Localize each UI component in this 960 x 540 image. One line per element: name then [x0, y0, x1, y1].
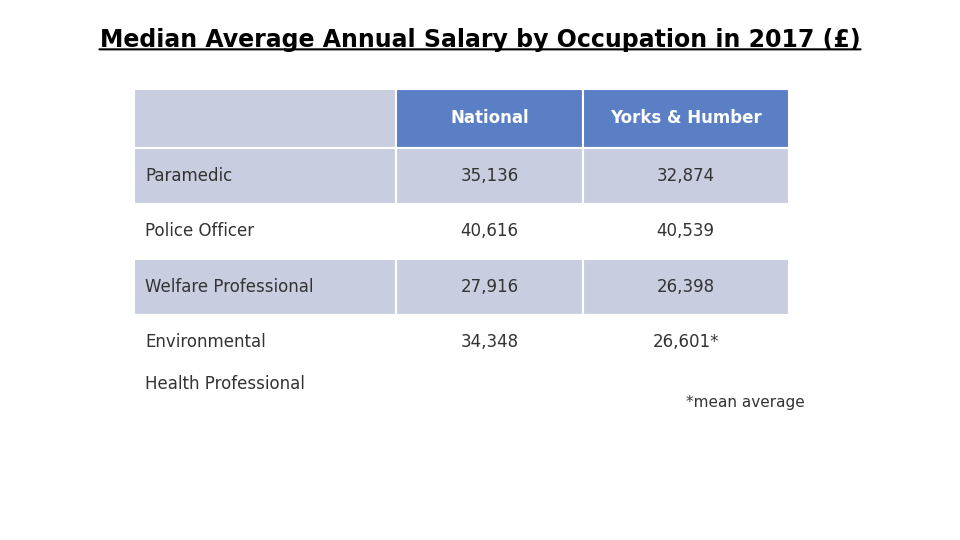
Text: Police Officer: Police Officer — [145, 222, 254, 240]
Bar — [396, 204, 583, 259]
Text: 26,601*: 26,601* — [653, 333, 719, 351]
Bar — [134, 204, 396, 259]
Bar — [396, 259, 583, 315]
Text: Health Professional: Health Professional — [145, 375, 305, 393]
Bar — [583, 315, 788, 410]
Text: 40,539: 40,539 — [657, 222, 714, 240]
Bar — [134, 148, 396, 204]
Text: 27,916: 27,916 — [460, 278, 518, 296]
Bar — [396, 315, 583, 410]
Bar — [583, 259, 788, 315]
Text: Welfare Professional: Welfare Professional — [145, 278, 314, 296]
Bar — [396, 89, 583, 148]
Bar — [134, 315, 396, 410]
Text: Environmental: Environmental — [145, 333, 266, 351]
Text: 32,874: 32,874 — [657, 167, 715, 185]
Text: *mean average: *mean average — [685, 395, 804, 410]
Bar — [134, 259, 396, 315]
Text: 34,348: 34,348 — [460, 333, 518, 351]
Text: National: National — [450, 110, 529, 127]
Text: Yorks & Humber: Yorks & Humber — [610, 110, 761, 127]
Text: Median Average Annual Salary by Occupation in 2017 (£): Median Average Annual Salary by Occupati… — [100, 28, 860, 52]
Text: 26,398: 26,398 — [657, 278, 715, 296]
Text: 35,136: 35,136 — [460, 167, 518, 185]
Bar — [583, 148, 788, 204]
Text: 40,616: 40,616 — [461, 222, 518, 240]
Bar — [396, 148, 583, 204]
Bar — [583, 204, 788, 259]
Text: Paramedic: Paramedic — [145, 167, 232, 185]
Bar — [134, 89, 396, 148]
Bar — [583, 89, 788, 148]
